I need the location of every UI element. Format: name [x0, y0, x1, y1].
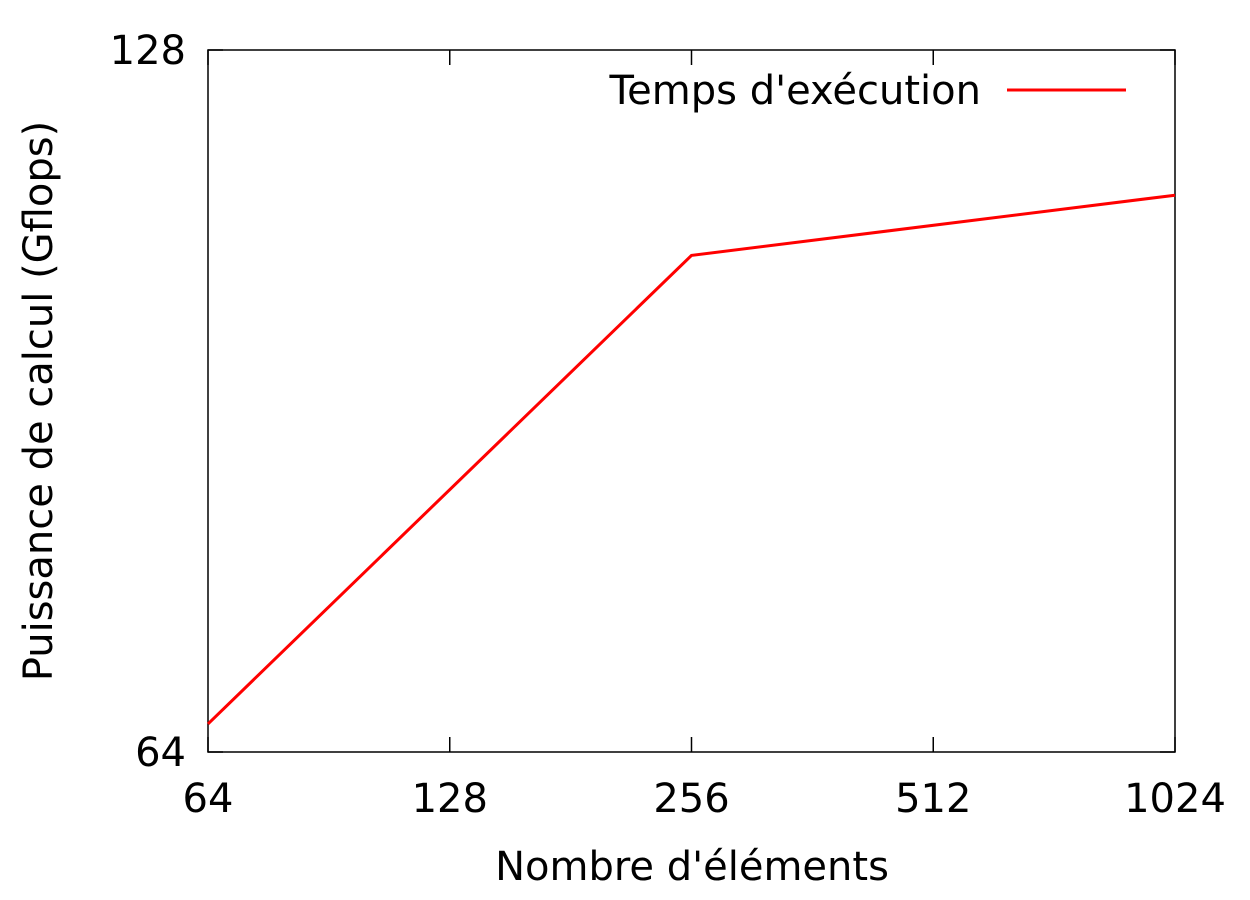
y-tick-label: 64	[135, 730, 186, 776]
y-axis-title: Puissance de calcul (Gflops)	[16, 121, 62, 681]
y-tick-label: 128	[110, 28, 186, 74]
series-line	[206, 193, 1176, 725]
x-tick-label: 512	[895, 776, 971, 822]
x-axis-title: Nombre d'éléments	[495, 844, 889, 890]
legend-label: Temps d'exécution	[609, 68, 981, 114]
x-tick-label: 256	[653, 776, 729, 822]
plot-area	[207, 49, 1176, 753]
series-layer	[206, 193, 1176, 725]
x-tick-label: 1024	[1124, 776, 1226, 822]
tick-labels: 64 128 256 512 1024 64 128	[110, 28, 1226, 822]
legend: Temps d'exécution	[609, 68, 1126, 114]
x-tick-label: 64	[183, 776, 234, 822]
x-tick-label: 128	[412, 776, 488, 822]
ticks	[207, 49, 1176, 753]
